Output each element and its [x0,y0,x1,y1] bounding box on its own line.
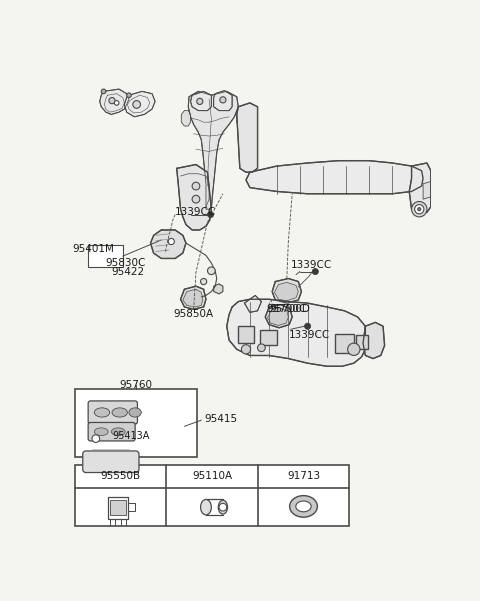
Circle shape [258,344,265,352]
Polygon shape [191,91,211,111]
Polygon shape [272,278,301,303]
Bar [260,330,277,346]
Circle shape [168,239,174,245]
Polygon shape [177,165,211,230]
Polygon shape [275,282,299,301]
Bar [88,245,123,267]
Polygon shape [237,103,258,172]
Text: 95760: 95760 [120,380,152,389]
Polygon shape [180,286,206,310]
Text: 95110A: 95110A [192,471,232,481]
Circle shape [197,99,203,105]
Polygon shape [100,89,129,114]
Circle shape [241,345,251,354]
Circle shape [114,100,119,105]
Text: 95550B: 95550B [101,471,141,481]
Polygon shape [227,299,365,366]
Polygon shape [237,111,244,126]
Ellipse shape [112,408,127,417]
Text: 95830C: 95830C [106,258,146,268]
Polygon shape [409,163,431,215]
Ellipse shape [201,499,211,515]
Polygon shape [124,91,155,117]
Polygon shape [108,497,129,519]
Circle shape [192,182,200,190]
Text: 95401M: 95401M [72,244,114,254]
Circle shape [411,201,427,217]
Text: 95422: 95422 [111,267,144,277]
FancyBboxPatch shape [88,401,137,424]
Circle shape [207,267,215,275]
Circle shape [207,212,214,218]
Circle shape [92,435,100,442]
Text: 95415: 95415 [204,413,238,424]
Bar [75,389,197,457]
Text: 95850A: 95850A [174,309,214,319]
Circle shape [127,93,131,97]
Text: 95700C: 95700C [267,304,307,314]
Bar [110,500,126,515]
Polygon shape [265,305,292,328]
Polygon shape [206,499,223,515]
Circle shape [418,207,421,211]
Bar [356,335,368,349]
Polygon shape [181,111,191,126]
Ellipse shape [289,496,317,517]
Ellipse shape [94,408,110,417]
Ellipse shape [111,428,125,436]
Polygon shape [423,182,431,199]
Text: 1339CC: 1339CC [175,207,216,217]
Polygon shape [267,308,288,326]
Circle shape [220,97,226,103]
Polygon shape [214,91,232,111]
Text: 1339CC: 1339CC [291,260,332,270]
Text: 91713: 91713 [287,471,320,481]
Circle shape [348,343,360,355]
Bar [75,465,349,526]
Polygon shape [151,230,186,258]
Polygon shape [363,322,384,359]
Circle shape [304,323,311,329]
Ellipse shape [218,500,228,514]
Ellipse shape [296,501,311,512]
FancyBboxPatch shape [83,451,139,472]
Ellipse shape [94,428,108,436]
Polygon shape [246,160,423,194]
Text: 95413A: 95413A [112,430,149,441]
Circle shape [109,97,115,104]
Ellipse shape [129,408,141,417]
Circle shape [133,100,141,108]
Polygon shape [214,284,223,294]
Polygon shape [183,289,203,307]
Polygon shape [129,503,134,511]
Circle shape [101,89,106,94]
Polygon shape [244,296,262,313]
Circle shape [192,195,200,203]
Circle shape [415,204,424,214]
Bar [335,334,354,353]
Polygon shape [188,91,238,209]
Circle shape [201,278,207,285]
Text: 95700D: 95700D [270,304,311,314]
Circle shape [312,269,318,275]
Bar [238,326,254,343]
FancyBboxPatch shape [88,423,135,441]
Circle shape [219,503,227,511]
Text: 1339CC: 1339CC [288,330,330,340]
